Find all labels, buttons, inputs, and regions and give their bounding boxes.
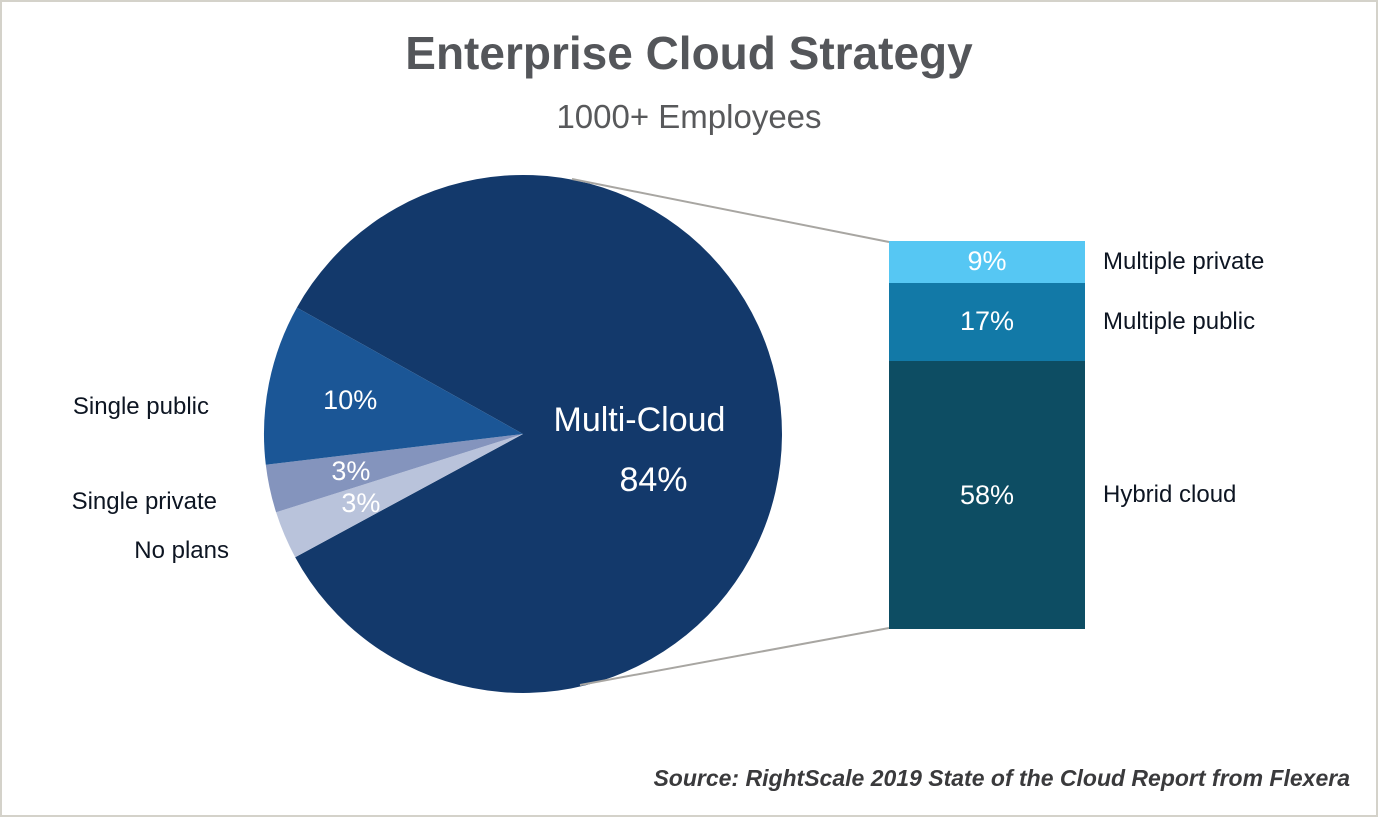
pie-slice-labels: Multi-Cloud 84% 3%3% 10% — [323, 385, 725, 518]
pie-slice-name-multi-cloud: Multi-Cloud — [554, 401, 726, 439]
bar-segment-pct-hybrid-cloud: 58% — [959, 479, 1015, 510]
connector-line-bottom — [579, 627, 890, 686]
chart-title: Enterprise Cloud Strategy — [405, 27, 973, 79]
pie-slice-single-private — [265, 434, 523, 513]
bar-label-multiple-private: Multiple private — [1103, 247, 1265, 275]
pie-slice-pct-single-public: 10% — [323, 385, 377, 415]
bar-segment-pct-multiple-public: 17% — [959, 306, 1015, 337]
bar-label-hybrid-cloud: Hybrid cloud — [1103, 481, 1237, 509]
pie-slices — [263, 174, 782, 693]
pie-slice-pct-single-private: 3% — [331, 456, 370, 486]
source-note: Source: RightScale 2019 State of the Clo… — [653, 765, 1350, 791]
bar-row-multiple-public: 17% Multiple public — [889, 282, 1359, 362]
pie-slice-single-public — [263, 307, 523, 465]
pie-slice-pct-no-plans: 3% — [341, 488, 380, 518]
pie-slice-no-plans — [276, 434, 523, 558]
bar-segment-pct-multiple-private: 9% — [967, 246, 1007, 277]
breakdown-bar: 9% Multiple private 17% Multiple public 58% H… — [889, 241, 1359, 630]
pie-label-no-plans: No plans — [134, 537, 229, 564]
pie-slice-pct-multi-cloud: 84% — [619, 461, 687, 499]
chart-subtitle: 1000+ Employees — [556, 98, 822, 135]
bar-label-multiple-public: Multiple public — [1103, 307, 1256, 335]
bar-row-hybrid-cloud: 58% Hybrid cloud — [889, 361, 1359, 630]
bar-row-multiple-private: 9% Multiple private — [889, 241, 1359, 283]
bar-segment-multiple-public: 17% — [889, 282, 1085, 362]
pie-label-single-public: Single public — [72, 393, 209, 420]
bar-segment-hybrid-cloud: 58% — [889, 361, 1085, 630]
bar-segment-multiple-private: 9% — [889, 241, 1085, 283]
pie-slice-multi-cloud — [295, 174, 782, 693]
pie-label-single-private: Single private — [71, 488, 217, 515]
connector-line-top — [571, 178, 890, 243]
